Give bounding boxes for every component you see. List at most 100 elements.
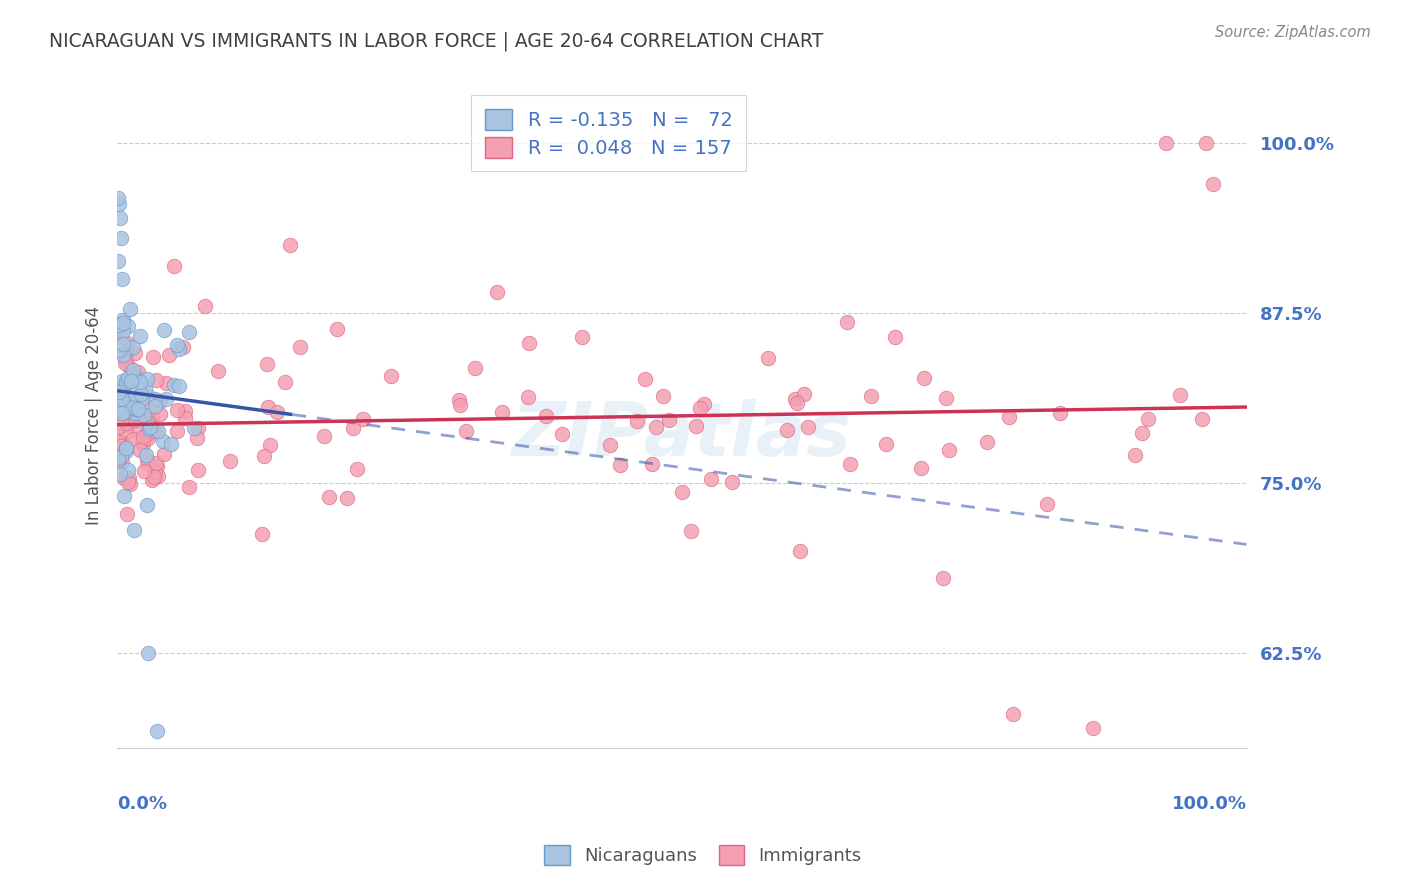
Point <box>599 438 621 452</box>
Point <box>115 375 138 389</box>
Point <box>187 421 209 435</box>
Point <box>120 477 142 491</box>
Point <box>146 425 169 439</box>
Point <box>118 405 141 419</box>
Point <box>273 375 295 389</box>
Point <box>136 432 159 446</box>
Text: 100.0%: 100.0% <box>1171 795 1247 814</box>
Point <box>111 392 134 406</box>
Point <box>136 372 159 386</box>
Point <box>935 391 957 405</box>
Point <box>135 427 157 442</box>
Point <box>152 434 174 448</box>
Point <box>107 385 129 400</box>
Point <box>115 335 138 350</box>
Point <box>1202 177 1225 191</box>
Point <box>256 401 278 415</box>
Point <box>486 285 509 300</box>
Point <box>172 340 194 354</box>
Point <box>117 463 139 477</box>
Point <box>125 372 148 386</box>
Point <box>110 450 132 464</box>
Point <box>183 421 205 435</box>
Point <box>115 425 138 440</box>
Point <box>253 449 276 463</box>
Point <box>111 374 134 388</box>
Point <box>111 454 134 468</box>
Point <box>127 401 149 416</box>
Point <box>932 571 955 585</box>
Point <box>173 411 195 425</box>
Text: Source: ZipAtlas.com: Source: ZipAtlas.com <box>1215 25 1371 40</box>
Point <box>145 424 167 438</box>
Point <box>111 390 134 404</box>
Point <box>1191 411 1213 425</box>
Point <box>129 329 152 343</box>
Point <box>159 436 181 450</box>
Point <box>194 299 217 313</box>
Point <box>125 369 148 384</box>
Point <box>145 456 167 470</box>
Point <box>107 419 129 434</box>
Point <box>131 434 153 448</box>
Point <box>163 377 186 392</box>
Point <box>1123 448 1146 462</box>
Point <box>110 231 132 245</box>
Point <box>131 391 153 405</box>
Point <box>121 363 143 377</box>
Point <box>179 480 201 494</box>
Point <box>125 423 148 437</box>
Point <box>1130 425 1153 440</box>
Point <box>118 396 141 410</box>
Point <box>1195 136 1218 150</box>
Point <box>114 442 136 456</box>
Point <box>120 374 142 388</box>
Point <box>149 393 172 408</box>
Point <box>117 475 139 490</box>
Point <box>1168 388 1191 402</box>
Point <box>112 324 135 338</box>
Point <box>110 439 132 453</box>
Point <box>671 485 693 500</box>
Point <box>177 325 200 339</box>
Point <box>167 379 190 393</box>
Point <box>107 254 129 268</box>
Point <box>571 330 593 344</box>
Point <box>153 323 176 337</box>
Point <box>114 354 136 368</box>
Point <box>166 403 188 417</box>
Point <box>609 458 631 473</box>
Point <box>796 419 818 434</box>
Point <box>122 432 145 446</box>
Point <box>124 386 146 401</box>
Point <box>252 527 274 541</box>
Point <box>138 421 160 435</box>
Point <box>115 343 138 357</box>
Point <box>551 426 574 441</box>
Point <box>129 376 152 390</box>
Point <box>122 399 145 413</box>
Text: 0.0%: 0.0% <box>117 795 167 814</box>
Point <box>108 343 131 357</box>
Point <box>117 416 139 430</box>
Point <box>127 409 149 424</box>
Point <box>1036 497 1059 511</box>
Point <box>117 371 139 385</box>
Point <box>108 408 131 422</box>
Point <box>129 386 152 401</box>
Point <box>118 471 141 485</box>
Point <box>118 360 141 375</box>
Point <box>883 330 905 344</box>
Point <box>114 375 136 389</box>
Point <box>136 389 159 403</box>
Point <box>136 498 159 512</box>
Point <box>290 340 312 354</box>
Point <box>124 406 146 420</box>
Point <box>142 351 165 365</box>
Text: ZIPatlas: ZIPatlas <box>512 399 852 472</box>
Point <box>700 472 723 486</box>
Point <box>534 409 557 423</box>
Point <box>149 407 172 421</box>
Point <box>138 402 160 417</box>
Point <box>859 389 882 403</box>
